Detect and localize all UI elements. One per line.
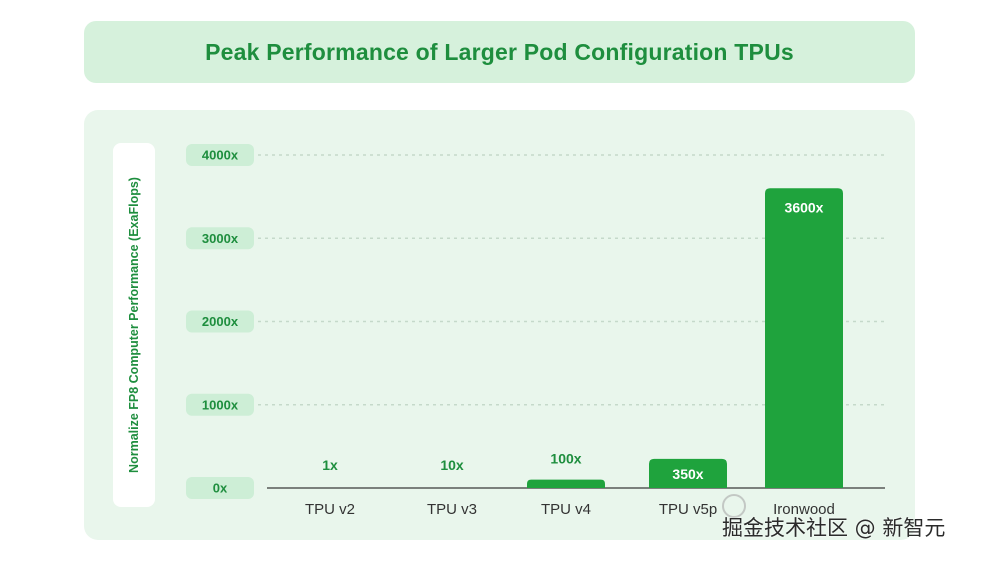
y-tick-chip <box>186 477 254 499</box>
watermark-logo-icon <box>722 494 746 518</box>
x-category-label: TPU v3 <box>427 501 477 518</box>
y-tick-label: 1000x <box>202 397 239 412</box>
y-tick-label: 0x <box>213 481 228 496</box>
x-category-label: Ironwood <box>773 501 835 518</box>
x-category-label: TPU v5p <box>659 501 717 518</box>
bar-value-label: 1x <box>322 457 338 473</box>
chart-title: Peak Performance of Larger Pod Configura… <box>205 38 794 65</box>
bar-value-label: 100x <box>550 451 581 467</box>
y-tick-chip <box>186 144 254 166</box>
bar <box>649 458 727 488</box>
y-tick-label: 4000x <box>202 148 239 163</box>
x-category-label: TPU v4 <box>541 501 591 518</box>
x-category-label: TPU v2 <box>305 501 355 518</box>
chart-title-banner: Peak Performance of Larger Pod Configura… <box>84 21 915 83</box>
y-tick-chip <box>186 310 254 333</box>
bar-value-label: 350x <box>672 466 703 482</box>
bar <box>527 479 605 488</box>
bar <box>765 188 843 489</box>
y-tick-chip <box>186 227 254 250</box>
y-axis-label-box: Normalize FP8 Computer Performance (ExaF… <box>113 143 155 507</box>
y-tick-chip <box>186 393 254 416</box>
y-tick-label: 2000x <box>202 314 239 329</box>
watermark: 掘金技术社区 @ 新智元 <box>722 516 946 540</box>
bar-value-label: 10x <box>440 457 464 473</box>
y-tick-label: 3000x <box>202 231 239 246</box>
bar-value-label: 3600x <box>785 199 824 215</box>
